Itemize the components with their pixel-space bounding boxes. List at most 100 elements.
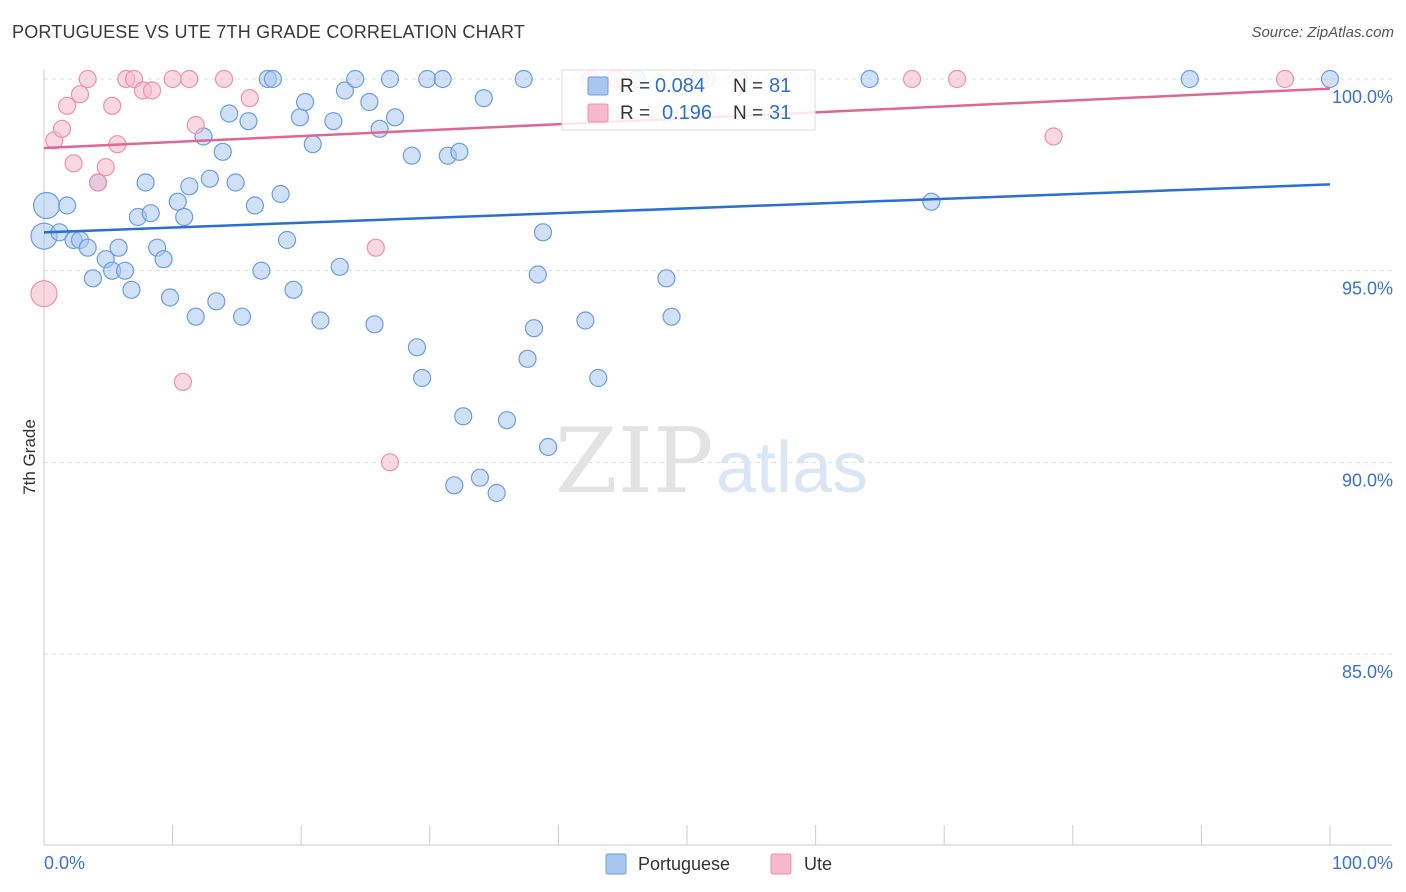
point-portuguese [207,292,226,311]
watermark-zip: ZIP [555,409,714,514]
x-tick-labels: 0.0% 100.0% [44,853,1393,873]
point-portuguese [497,411,517,430]
y-tick-label: 100.0% [1332,87,1393,107]
point-portuguese [445,476,464,495]
point-ute [88,173,108,192]
point-ute [64,154,83,173]
point-portuguese [518,349,537,368]
point-ute [902,69,922,89]
point-portuguese [252,261,271,280]
point-ute [142,81,162,100]
point-ute [1275,69,1295,89]
point-ute [240,89,259,108]
point-ute [214,69,234,89]
y-tick-label: 95.0% [1342,279,1393,299]
point-portuguese [220,104,239,123]
point-portuguese [83,269,102,288]
point-portuguese [78,238,97,257]
chart-title: PORTUGUESE VS UTE 7TH GRADE CORRELATION … [12,22,526,42]
point-portuguese [200,169,219,188]
point-portuguese [407,338,427,357]
point-portuguese [335,81,355,100]
point-ute [173,372,192,391]
point-portuguese [154,250,173,269]
point-portuguese [385,108,405,127]
point-portuguese [136,173,155,192]
legend-label-ute: Ute [804,854,832,874]
point-portuguese [365,315,384,334]
point-portuguese [284,280,303,299]
point-portuguese [454,407,473,426]
point-portuguese [470,468,490,487]
point-portuguese [1180,69,1199,89]
point-portuguese [122,280,141,299]
stats-n-value-ute: 31 [769,102,791,124]
stats-r-value-portuguese: 0.084 [655,75,705,97]
point-portuguese [514,69,533,89]
watermark-atlas: atlas [716,428,868,508]
point-ute [78,69,97,89]
point-portuguese [576,311,595,330]
point-portuguese [539,437,558,457]
point-portuguese [160,288,180,307]
stats-swatch-ute [587,103,609,123]
point-portuguese [418,69,437,89]
legend: Portuguese Ute [605,853,832,875]
stats-n-label-ute: N = [733,103,763,124]
point-portuguese [295,92,315,112]
point-portuguese [922,192,941,211]
point-portuguese [109,238,128,257]
watermark: ZIP atlas [555,409,868,514]
point-portuguese [186,307,205,326]
point-portuguese [168,192,187,211]
point-ute [30,280,58,308]
point-portuguese [380,69,400,89]
point-portuguese [346,69,365,89]
point-ute [163,69,182,89]
point-portuguese [589,368,608,388]
stats-box: R = 0.084 N = 81 R = 0.196 N = 31 [561,69,816,131]
legend-label-portuguese: Portuguese [638,854,730,874]
point-portuguese [433,69,452,89]
stats-r-value-ute: 0.196 [662,102,712,124]
point-portuguese [412,368,432,388]
gridlines [44,78,1392,655]
y-tick-label: 90.0% [1342,470,1393,490]
legend-swatch-ute [770,853,792,875]
point-portuguese [213,142,232,161]
legend-item-portuguese[interactable]: Portuguese [605,853,730,875]
y-tick-label: 85.0% [1342,662,1393,682]
point-portuguese [277,230,297,250]
point-ute [70,85,90,104]
point-portuguese [239,112,258,131]
point-portuguese [232,307,252,326]
point-portuguese [370,119,389,138]
stats-r-label-ute: R = [620,103,650,124]
point-ute [58,96,77,115]
x-tick-label: 0.0% [44,853,85,873]
point-portuguese [533,223,553,242]
point-portuguese [662,307,681,326]
point-portuguese [115,261,135,280]
legend-item-ute[interactable]: Ute [770,853,832,875]
point-portuguese [226,173,245,192]
stats-swatch-portuguese [587,76,609,96]
stats-n-value-portuguese: 81 [769,75,791,97]
point-ute [366,238,385,257]
point-portuguese [263,69,283,89]
legend-swatch-portuguese [605,853,627,875]
point-ute [103,96,122,115]
point-portuguese [487,483,506,503]
point-ute [180,69,199,89]
point-ute [947,69,967,89]
trendline-portuguese [43,183,1331,234]
point-portuguese [450,142,469,161]
point-portuguese [290,108,310,127]
point-portuguese [524,319,544,338]
point-portuguese [175,207,194,227]
point-portuguese [271,184,290,204]
y-axis-label: 7th Grade [20,419,39,495]
point-portuguese [1320,69,1340,89]
point-ute [186,115,205,135]
